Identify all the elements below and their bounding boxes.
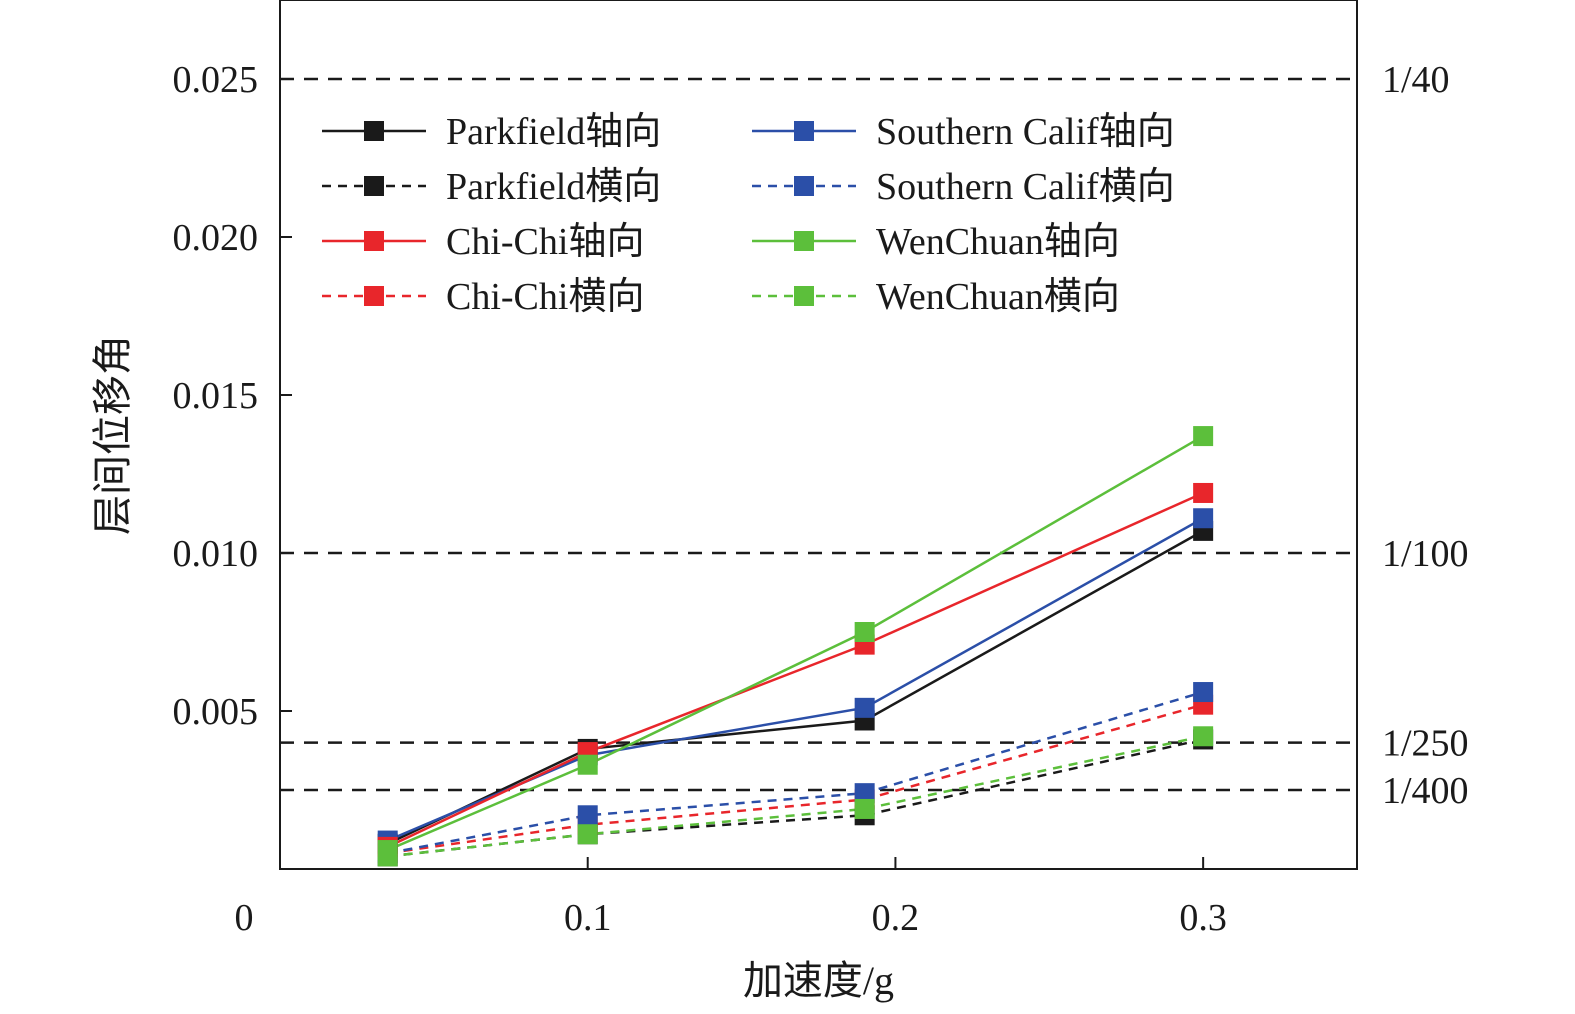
y-tick-label: 0.025 (173, 59, 259, 101)
reference-label: 1/400 (1382, 770, 1469, 812)
series-line (387, 529, 1204, 845)
x-axis-title: 加速度/g (743, 958, 894, 1003)
x-tick-label: 0.3 (1179, 897, 1227, 939)
legend-label: WenChuan轴向 (876, 221, 1120, 263)
legend-marker (364, 231, 384, 251)
legend-label: Parkfield横向 (446, 166, 661, 208)
y-tick-label: 0.005 (173, 691, 259, 733)
series-line (387, 434, 1204, 852)
series-marker (577, 754, 598, 775)
x-tick-label: 0 (235, 897, 254, 939)
plot-frame (279, 0, 1358, 870)
reference-labels: 1/40 1/100 1/250 1/400 (1382, 59, 1469, 812)
x-tick-label: 0.2 (872, 897, 920, 939)
legend-marker (794, 231, 814, 251)
reference-label: 1/250 (1382, 723, 1469, 765)
series-markers (377, 426, 1214, 867)
y-axis-ticks: 0.005 0.010 0.015 0.020 0.025 (173, 59, 292, 733)
legend-marker (794, 286, 814, 306)
series-marker (577, 824, 598, 845)
series-marker (854, 622, 875, 642)
legend-label: Chi-Chi横向 (446, 276, 644, 318)
series-lines (387, 434, 1204, 858)
legend-label: Chi-Chi轴向 (446, 221, 644, 263)
series-marker (377, 840, 398, 861)
series-line (387, 703, 1204, 855)
reference-label: 1/40 (1382, 59, 1450, 101)
legend-marker (794, 121, 814, 141)
series-marker (1193, 726, 1214, 747)
series-marker (1193, 426, 1214, 447)
y-axis-title: 层间位移角 (90, 335, 135, 535)
legend: Parkfield轴向 Parkfield横向 Chi-Chi轴向 Chi-Chi横向… (322, 111, 1175, 318)
legend-marker (794, 176, 814, 196)
legend-marker (364, 121, 384, 141)
series-marker (577, 805, 598, 826)
series-line (387, 517, 1204, 842)
x-tick-label: 0.1 (564, 897, 612, 939)
series-line (387, 690, 1204, 855)
y-tick-label: 0.010 (173, 533, 259, 575)
y-tick-label: 0.020 (173, 217, 259, 259)
reference-label: 1/100 (1382, 533, 1469, 575)
y-tick-label: 0.015 (173, 375, 259, 417)
series-line (387, 491, 1204, 849)
series-line (387, 735, 1204, 858)
x-axis-ticks: 0 0.1 0.2 0.3 (235, 857, 1227, 939)
legend-label: Southern Calif横向 (876, 166, 1175, 208)
legend-label: Southern Calif轴向 (876, 111, 1175, 153)
series-marker (1193, 682, 1214, 703)
series-marker (854, 783, 875, 804)
legend-marker (364, 286, 384, 306)
legend-marker (364, 176, 384, 196)
reference-lines (280, 77, 1357, 792)
series-marker (1193, 482, 1214, 503)
legend-label: WenChuan横向 (876, 276, 1120, 318)
series-marker (854, 798, 875, 819)
series-marker (854, 697, 875, 718)
series-marker (1193, 508, 1214, 529)
legend-label: Parkfield轴向 (446, 111, 661, 153)
